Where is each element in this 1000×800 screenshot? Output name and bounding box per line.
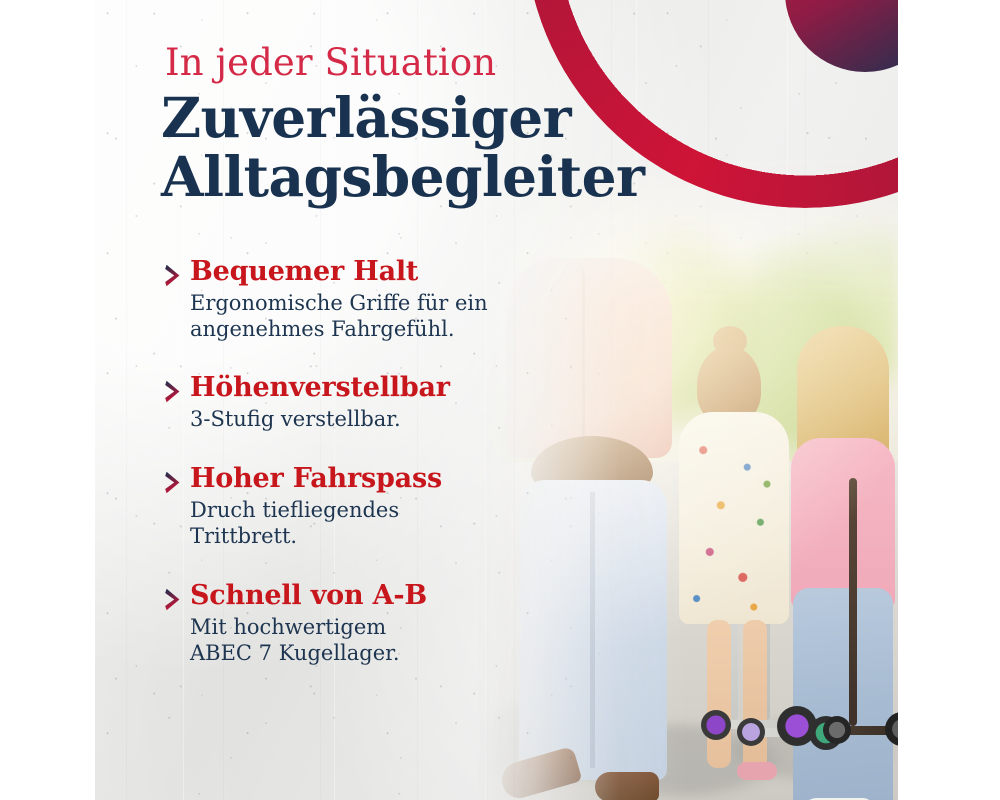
feature-description: Ergonomische Griffe für ein angenehmes F… (190, 290, 585, 343)
page-title: Zuverlässiger Alltagsbegleiter (161, 84, 645, 209)
family-on-scooters-photo (475, 150, 898, 800)
eyebrow-text: In jeder Situation (165, 41, 497, 84)
feature-description: Mit hochwertigem ABEC 7 Kugellager. (190, 614, 585, 667)
list-item: Bequemer Halt Ergonomische Griffe für ei… (165, 255, 585, 343)
feature-heading-row: Höhenverstellbar (165, 373, 585, 403)
feature-title: Hoher Fahrspass (190, 462, 442, 494)
content-panel: In jeder Situation Zuverlässiger Alltags… (95, 0, 898, 800)
list-item: Höhenverstellbar 3-Stufig verstellbar. (165, 373, 585, 432)
feature-title: Bequemer Halt (190, 255, 419, 287)
chevron-right-icon (165, 588, 180, 610)
feature-title: Höhenverstellbar (190, 372, 450, 404)
feature-desc-line-2: ABEC 7 Kugellager. (190, 641, 400, 666)
feature-desc-line-1: 3-Stufig verstellbar. (190, 407, 401, 432)
feature-desc-line-1: Mit hochwertigem (190, 614, 387, 639)
headline-line-1: Zuverlässiger (161, 84, 572, 150)
feature-desc-line-2: angenehmes Fahrgefühl. (190, 316, 455, 341)
headline-line-2: Alltagsbegleiter (161, 143, 645, 209)
chevron-right-icon (165, 381, 180, 403)
feature-list: Bequemer Halt Ergonomische Griffe für ei… (165, 255, 585, 667)
feature-desc-line-1: Ergonomische Griffe für ein (190, 290, 488, 315)
chevron-right-icon (165, 471, 180, 494)
feature-heading-row: Hoher Fahrspass (165, 464, 585, 494)
feature-heading-row: Schnell von A-B (165, 581, 585, 611)
list-item: Schnell von A-B Mit hochwertigem ABEC 7 … (165, 581, 585, 667)
feature-heading-row: Bequemer Halt (165, 255, 585, 287)
feature-desc-line-1: Druch tiefliegendes (190, 497, 400, 522)
text-column: In jeder Situation Zuverlässiger Alltags… (161, 0, 645, 667)
feature-description: Druch tiefliegendes Trittbrett. (190, 497, 585, 550)
feature-desc-line-2: Trittbrett. (190, 524, 298, 549)
chevron-right-icon (165, 264, 180, 286)
photo-warm-overlay (475, 150, 898, 800)
list-item: Hoher Fahrspass Druch tiefliegendes Trit… (165, 464, 585, 550)
feature-title: Schnell von A-B (190, 579, 427, 611)
feature-description: 3-Stufig verstellbar. (190, 406, 585, 432)
